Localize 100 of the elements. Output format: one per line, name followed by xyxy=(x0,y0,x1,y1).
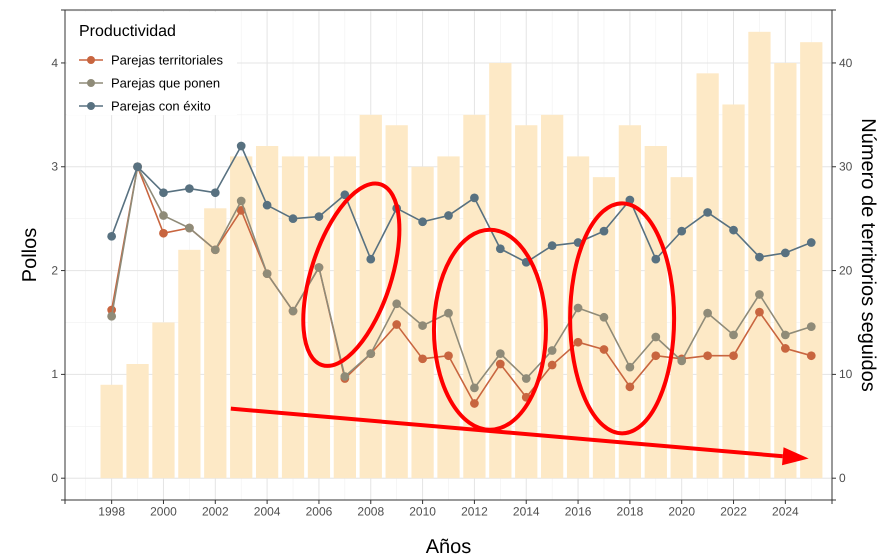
bar xyxy=(541,114,564,478)
y-tick-label: 1 xyxy=(51,367,58,382)
y-tick-label: 0 xyxy=(51,471,58,486)
x-tick-label: 2016 xyxy=(564,504,592,519)
x-tick-label: 2002 xyxy=(202,504,229,519)
point xyxy=(444,308,453,318)
bar xyxy=(618,125,642,478)
bar xyxy=(722,104,745,478)
point xyxy=(729,226,738,234)
point xyxy=(159,211,168,220)
y-tick-label: 4 xyxy=(51,56,58,70)
bar xyxy=(204,208,226,478)
y2-tick-label: 0 xyxy=(839,471,846,486)
point xyxy=(677,356,686,366)
point xyxy=(159,228,168,238)
point xyxy=(677,226,686,236)
point xyxy=(703,351,712,360)
x-tick-label: 1998 xyxy=(98,504,126,519)
legend-label: Parejas que ponen xyxy=(111,76,220,90)
bar xyxy=(126,364,149,478)
point xyxy=(600,312,608,322)
point xyxy=(600,345,608,354)
point xyxy=(107,312,116,321)
x-tick-label: 2010 xyxy=(409,504,436,519)
bar xyxy=(256,146,278,478)
x-tick-label: 2008 xyxy=(357,504,384,519)
bar xyxy=(515,125,538,478)
legend-title: Productividad xyxy=(79,23,176,40)
point xyxy=(548,346,557,355)
point xyxy=(418,217,427,226)
y2-tick-label: 20 xyxy=(839,263,853,278)
point xyxy=(107,232,116,241)
x-tick-label: 2000 xyxy=(150,504,178,519)
x-tick-label: 2012 xyxy=(461,504,488,519)
point xyxy=(651,332,660,342)
point xyxy=(496,360,505,368)
y2-tick-label: 40 xyxy=(839,56,853,70)
point xyxy=(392,320,402,329)
point xyxy=(755,290,764,299)
point xyxy=(288,214,298,224)
y2-tick-label: 30 xyxy=(839,160,853,174)
point xyxy=(470,384,479,392)
point xyxy=(780,248,790,258)
point xyxy=(703,308,712,318)
x-axis-title: Años xyxy=(426,536,472,556)
x-tick-label: 2014 xyxy=(512,504,540,519)
point xyxy=(470,194,479,202)
point xyxy=(314,212,324,221)
point xyxy=(806,351,816,360)
point xyxy=(159,188,168,198)
point xyxy=(236,196,246,206)
point xyxy=(392,299,402,308)
x-tick-label: 2024 xyxy=(772,504,800,519)
legend-label: Parejas territoriales xyxy=(111,52,224,68)
x-tick-label: 2004 xyxy=(254,504,281,519)
bar xyxy=(670,177,693,478)
point xyxy=(444,211,453,220)
point xyxy=(496,349,505,358)
point xyxy=(185,184,194,193)
point xyxy=(703,208,712,217)
y-tick-label: 3 xyxy=(51,160,58,174)
point xyxy=(548,360,557,370)
point xyxy=(780,344,790,353)
point xyxy=(444,351,453,360)
bar xyxy=(748,32,771,478)
point xyxy=(262,200,272,210)
x-tick-label: 2022 xyxy=(720,504,748,519)
bar xyxy=(644,146,667,478)
point xyxy=(236,142,246,150)
bar xyxy=(800,42,822,478)
y-axis-title: Pollos xyxy=(19,228,41,282)
point xyxy=(366,254,376,264)
bar xyxy=(178,250,201,478)
point xyxy=(548,241,557,250)
y-tick-label: 2 xyxy=(51,263,58,278)
bar xyxy=(463,114,486,478)
bar xyxy=(334,156,356,478)
bar xyxy=(282,156,304,478)
point xyxy=(755,252,764,262)
bar xyxy=(592,177,616,478)
bar xyxy=(360,114,382,478)
point xyxy=(806,322,816,331)
bar xyxy=(230,156,252,478)
bar xyxy=(696,73,719,478)
point xyxy=(418,321,427,330)
point xyxy=(626,362,634,372)
legend-label: Parejas con éxito xyxy=(111,98,211,114)
point xyxy=(340,190,350,200)
point xyxy=(729,351,738,360)
x-tick-label: 2020 xyxy=(668,504,696,519)
y2-tick-label: 10 xyxy=(839,367,853,382)
point xyxy=(600,226,608,236)
point xyxy=(806,238,816,247)
point xyxy=(574,338,582,347)
bar xyxy=(411,166,434,478)
x-tick-label: 2006 xyxy=(306,504,333,519)
bar xyxy=(100,384,123,478)
point xyxy=(574,304,582,312)
point xyxy=(729,330,738,340)
point xyxy=(470,399,479,408)
